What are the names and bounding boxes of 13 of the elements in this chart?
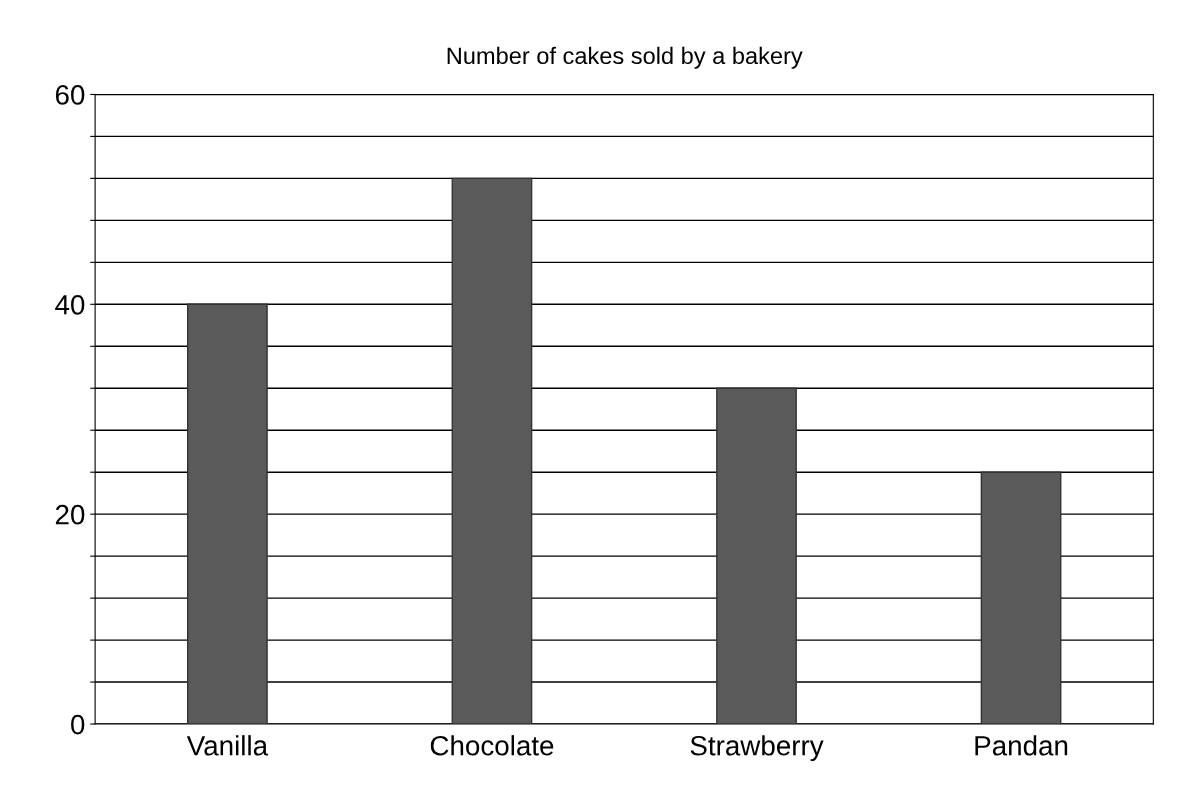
x-tick-label: Strawberry bbox=[690, 735, 824, 762]
y-tick-label: 40 bbox=[55, 294, 85, 315]
x-tick-label: Vanilla bbox=[186, 735, 269, 756]
y-tick-label: 0 bbox=[71, 714, 85, 735]
bar bbox=[451, 177, 533, 725]
bar bbox=[187, 303, 268, 725]
bar bbox=[716, 387, 797, 725]
chart-title: Number of cakes sold by a bakery bbox=[447, 46, 803, 69]
x-tick-label: Chocolate bbox=[430, 735, 554, 756]
y-tick-label: 60 bbox=[55, 85, 85, 105]
bar bbox=[980, 471, 1062, 725]
y-tick-label: 20 bbox=[55, 504, 85, 525]
x-tick-label: Pandan bbox=[975, 735, 1068, 756]
